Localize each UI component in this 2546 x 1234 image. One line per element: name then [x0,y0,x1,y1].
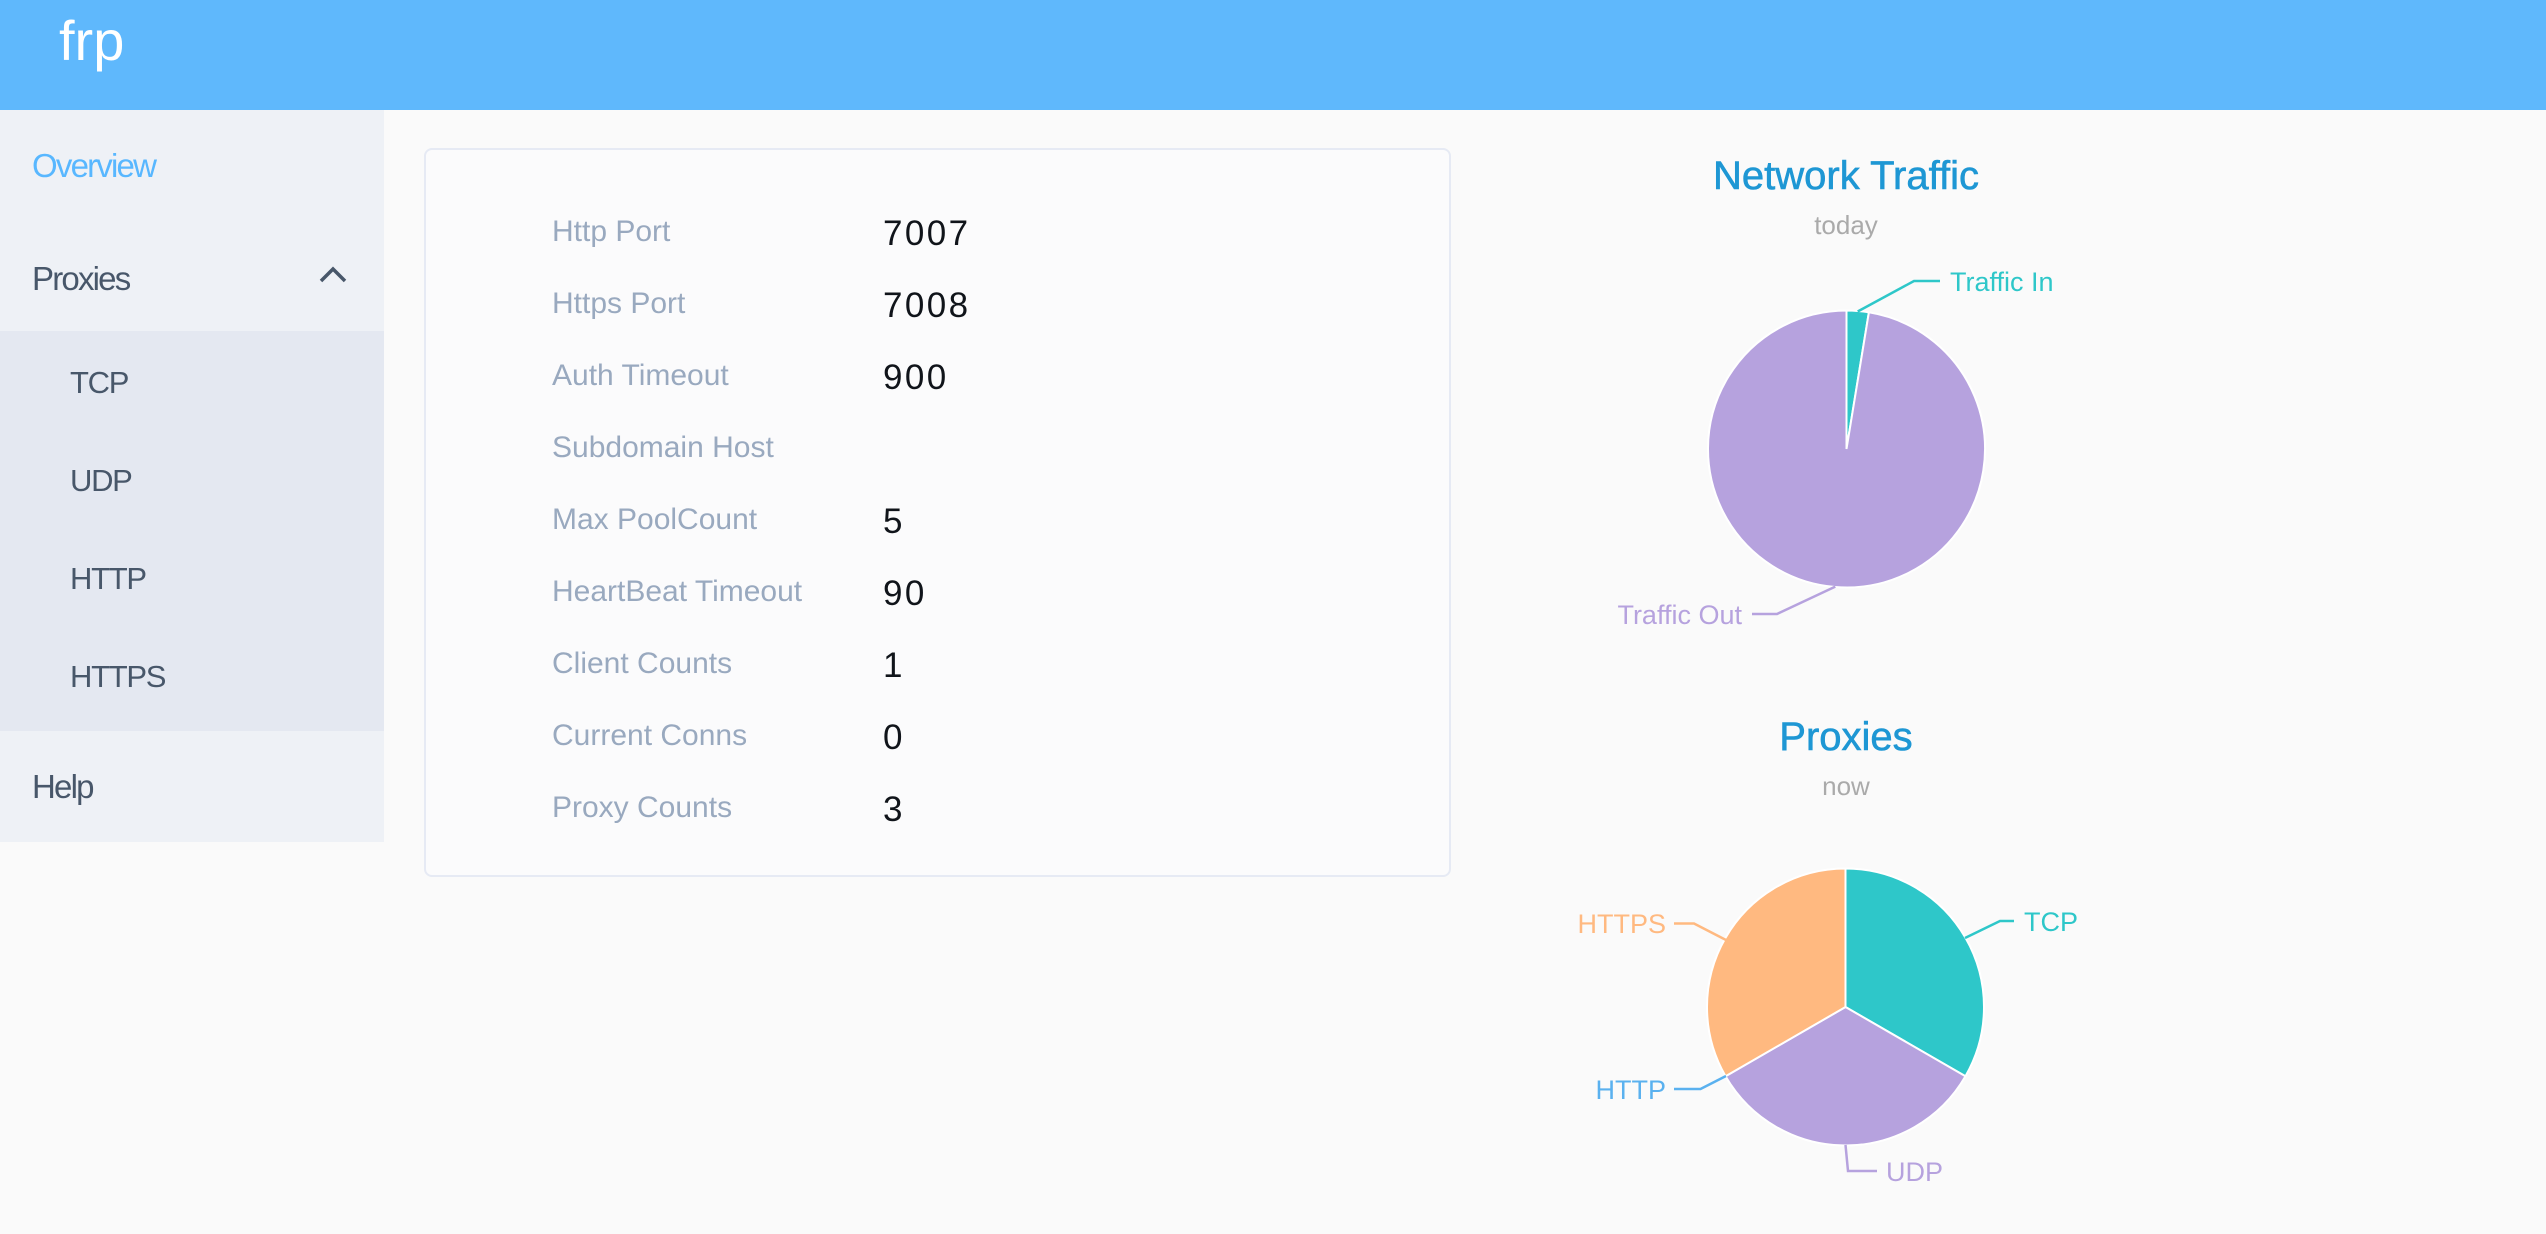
svg-text:Traffic In: Traffic In [1950,267,2054,297]
svg-text:HTTPS: HTTPS [1577,909,1666,939]
svg-text:Traffic Out: Traffic Out [1617,600,1742,630]
svg-text:today: today [1814,210,1878,240]
svg-text:Network Traffic: Network Traffic [1713,154,1979,198]
svg-text:HTTP: HTTP [1596,1075,1667,1105]
svg-text:TCP: TCP [2024,907,2078,937]
svg-text:now: now [1822,771,1870,801]
svg-text:UDP: UDP [1886,1157,1943,1187]
svg-text:Proxies: Proxies [1779,715,1912,759]
